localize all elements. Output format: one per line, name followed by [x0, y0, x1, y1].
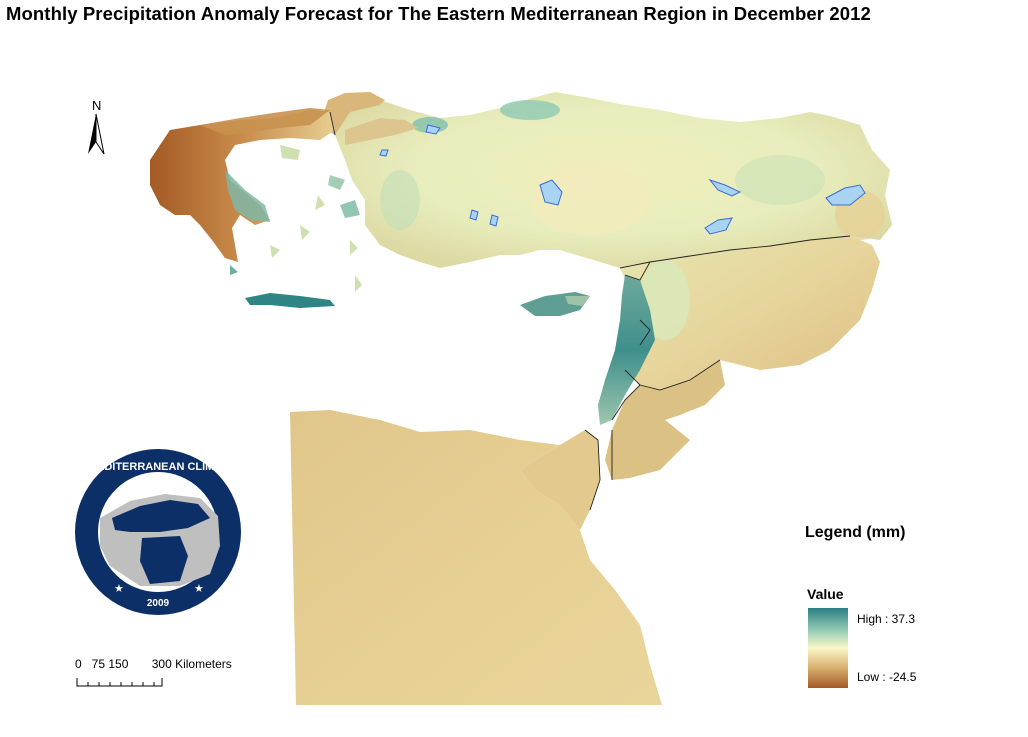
aegean-islands: [230, 145, 362, 292]
scale-bar: [76, 678, 163, 687]
legend-title: Legend (mm): [805, 524, 906, 541]
country-borders: [329, 111, 851, 511]
scale-bar-labels: 0 75 150 300 Kilometers: [75, 657, 232, 671]
thrace-region: [320, 92, 385, 135]
wet-anomaly-north: [500, 100, 560, 120]
wet-anomaly-west: [380, 170, 420, 230]
map-title: Monthly Precipitation Anomaly Forecast f…: [6, 3, 871, 24]
lakes: [379, 124, 866, 235]
legend-high-label: High : 37.3: [857, 612, 916, 626]
legend-color-ramp: [808, 608, 848, 688]
legend-low-label: Low : -24.5: [857, 670, 917, 684]
north-label: N: [92, 98, 102, 113]
thrace-region-2: [345, 118, 418, 145]
logo-year: 2009: [147, 598, 170, 609]
levant-coast: [598, 275, 655, 425]
legend-field-label: Value: [807, 586, 844, 602]
logo-lettering: EASTERN MEDITERRANEAN CLIMATE CENTRE: [70, 461, 246, 473]
crete-island: [245, 293, 335, 308]
north-arrow-icon: [88, 113, 105, 155]
egypt-region: [290, 410, 662, 705]
sinai-region: [520, 430, 600, 530]
svg-text:★: ★: [194, 583, 204, 595]
wet-anomaly-east: [735, 155, 825, 205]
emcc-logo: EASTERN MEDITERRANEAN CLIMATE CENTRE 200…: [70, 449, 246, 615]
greece-region: [150, 110, 335, 262]
syria-wet-band: [640, 260, 690, 340]
dry-anomaly-central: [530, 165, 650, 235]
cyprus-east: [565, 296, 590, 306]
svg-text:★: ★: [114, 583, 124, 595]
bulgaria-dry: [200, 108, 330, 135]
greece-east-wet: [225, 170, 270, 222]
